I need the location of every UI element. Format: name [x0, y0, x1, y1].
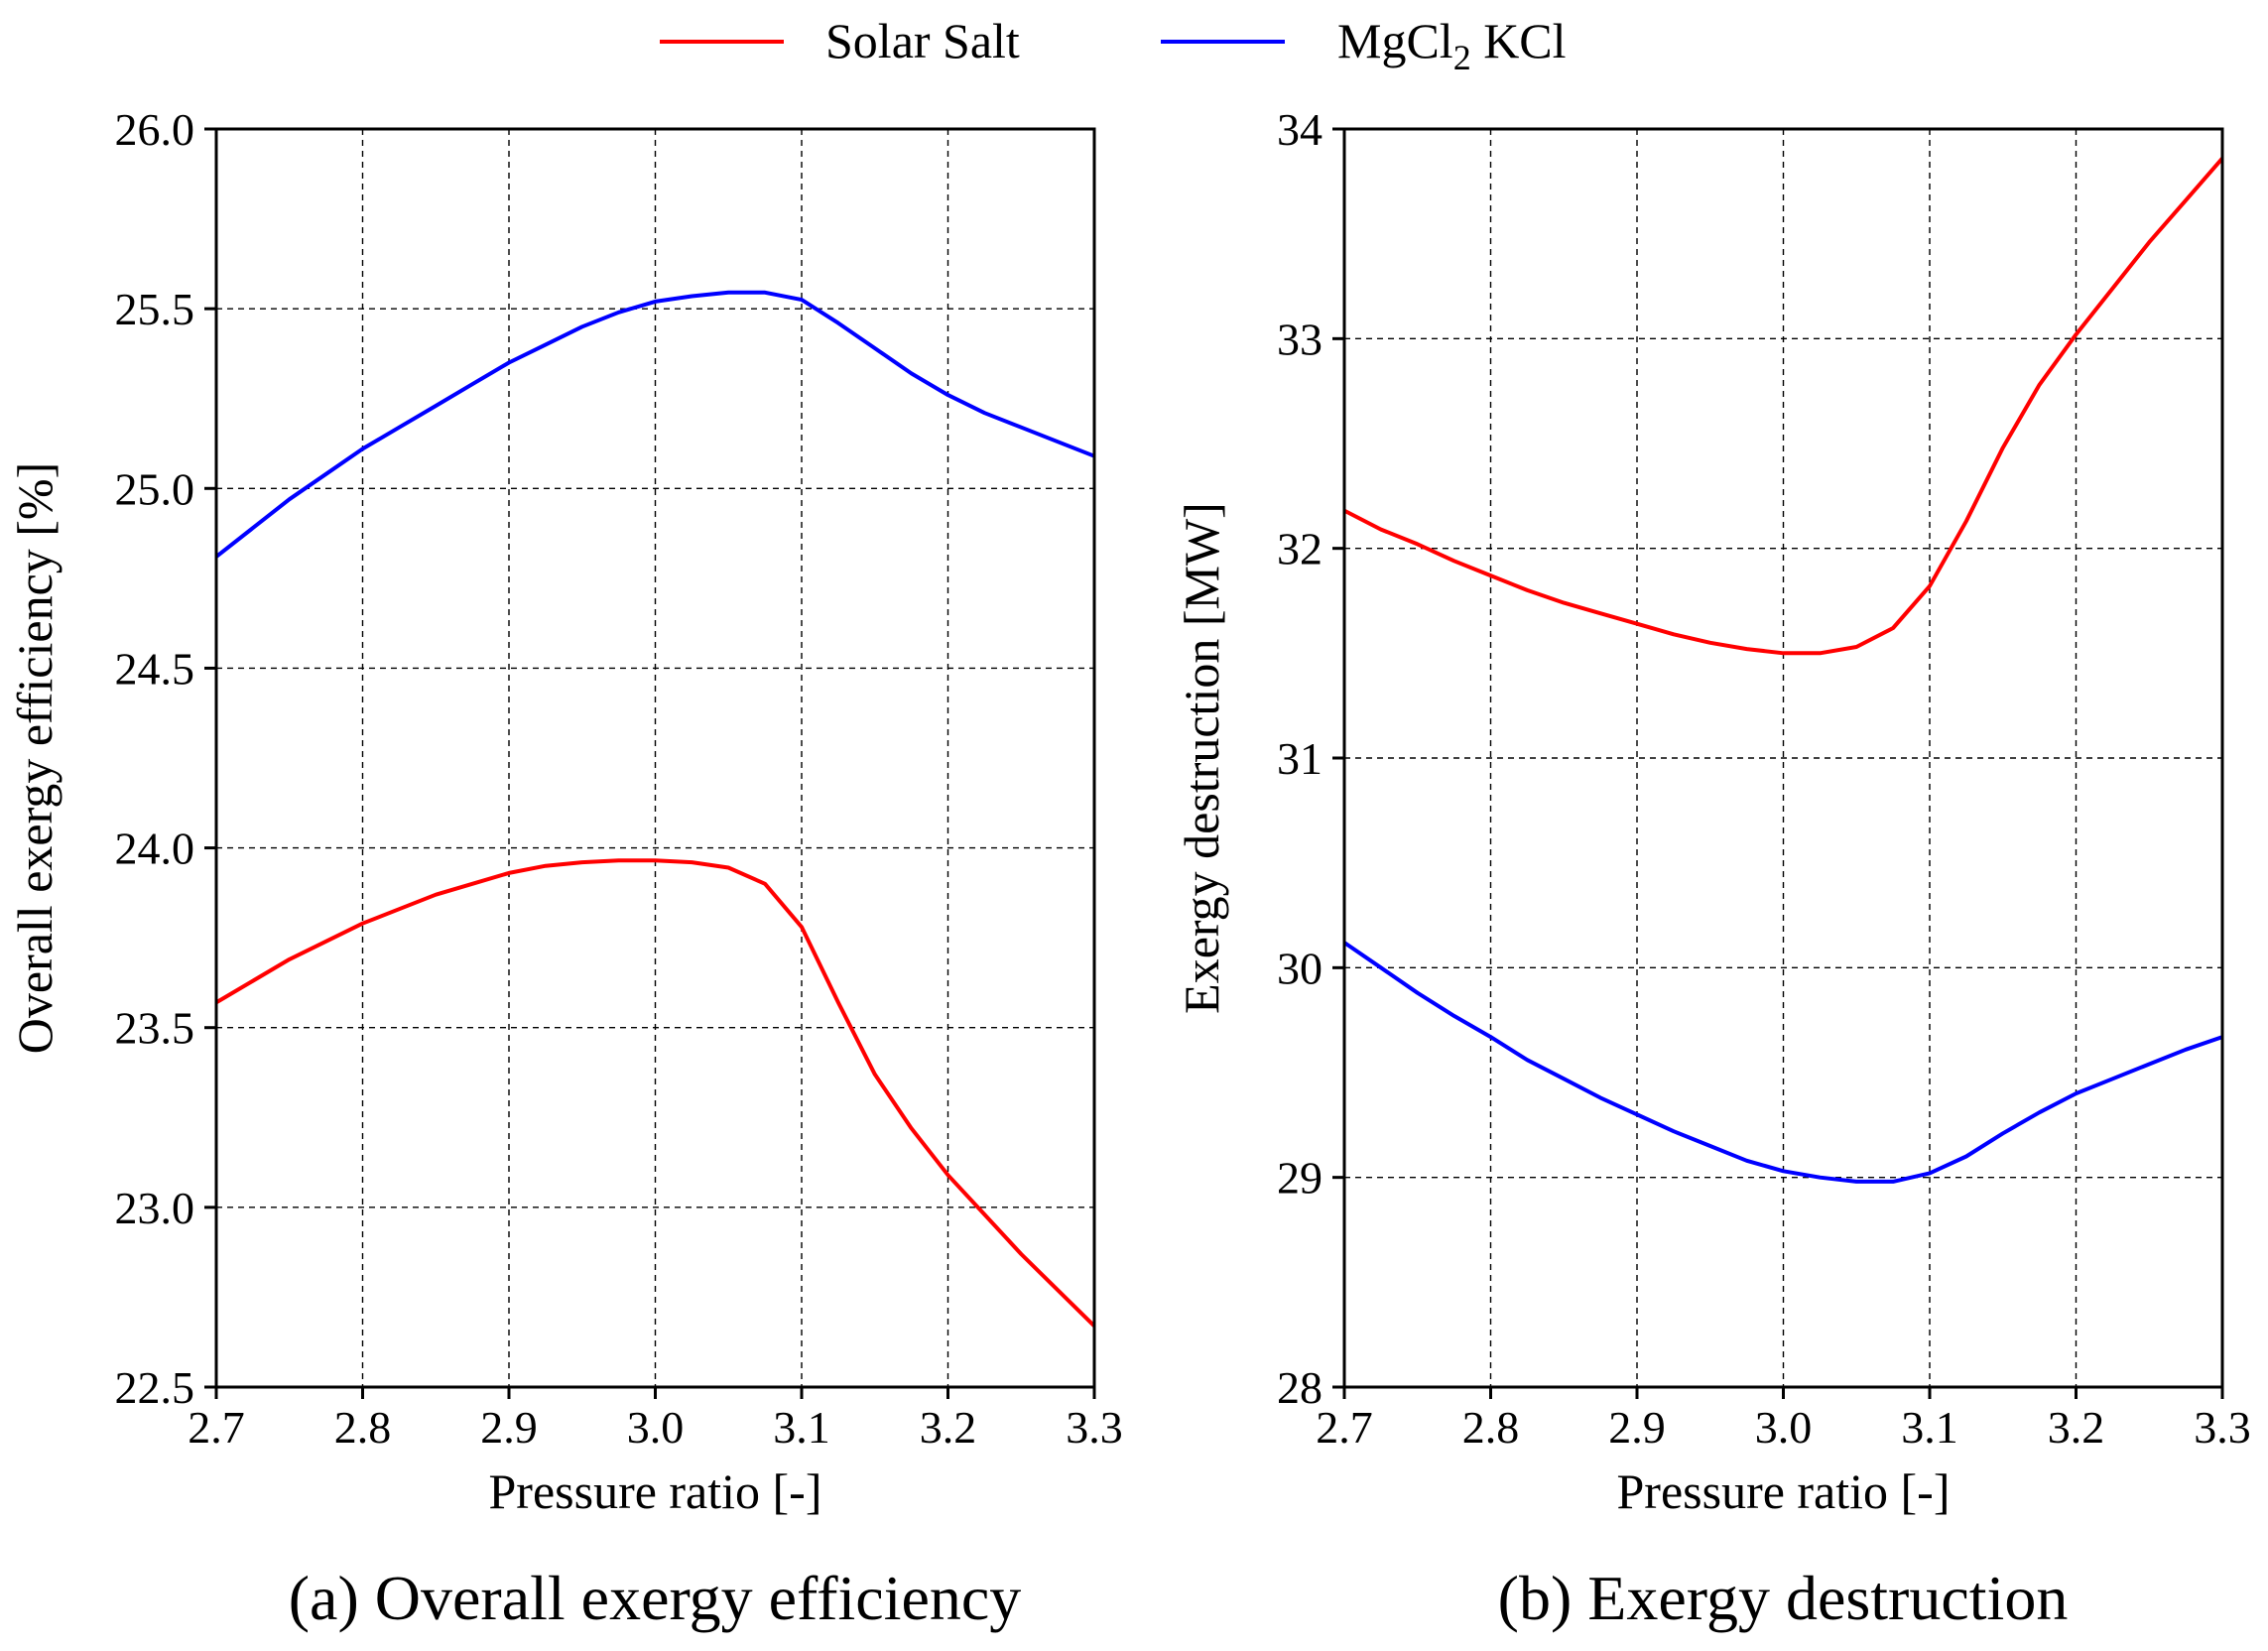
panel-b-x-axis-label: Pressure ratio [-] [1617, 1463, 1951, 1519]
panel-a-y-tick-label-23.0: 23.0 [115, 1183, 195, 1233]
panel-b-y-tick-label-34: 34 [1277, 104, 1323, 155]
panel-a-y-tick-label-25.5: 25.5 [115, 284, 195, 334]
panel-b-x-tick-label-3.1: 3.1 [1901, 1402, 1958, 1453]
panel-a-series [214, 290, 1096, 1328]
panel-b-y-tick-label-29: 29 [1277, 1153, 1323, 1204]
panel-b-x-tick-label-2.8: 2.8 [1462, 1402, 1520, 1453]
legend-label-solar-salt: Solar Salt [825, 13, 1020, 68]
legend: Solar Salt MgCl2 KCl [660, 13, 1567, 77]
panel-b-caption: (b) Exergy destruction [1498, 1563, 2069, 1633]
panel-a-series-line-mgcl2-kcl [214, 290, 1095, 559]
panel-a-y-tick-label-25.0: 25.0 [115, 463, 195, 514]
panel-a-x-tick-label-2.7: 2.7 [188, 1402, 245, 1453]
panel-a-y-tick-label-26.0: 26.0 [115, 104, 195, 155]
panel-a-y-axis-label: Overall exergy efficiency [%] [7, 462, 63, 1054]
panel-b-x-tick-label-3.3: 3.3 [2194, 1402, 2251, 1453]
panel-b-x-tick-label-3.2: 3.2 [2048, 1402, 2105, 1453]
panel-b-series [1342, 157, 2224, 1184]
legend-label-mgcl2-kcl: MgCl2 KCl [1337, 13, 1567, 77]
panel-a-ticks: 2.7 2.8 2.9 3.0 3.1 3.2 3.3 22.5 23.0 23.5 24.0 24.… [115, 104, 1123, 1453]
panel-a-y-tick-label-24.0: 24.0 [115, 824, 195, 874]
panel-a-x-axis-label: Pressure ratio [-] [489, 1463, 822, 1519]
panel-b-x-tick-label-3.0: 3.0 [1755, 1402, 1813, 1453]
panel-a-caption: (a) Overall exergy efficiency [289, 1563, 1022, 1633]
legend-label-mgcl2-suffix: KCl [1471, 13, 1567, 68]
panel-a-overall-exergy-efficiency: 2.7 2.8 2.9 3.0 3.1 3.2 3.3 22.5 23.0 23.5 24.0 24.… [7, 104, 1123, 1633]
panel-b-y-tick-label-28: 28 [1277, 1362, 1323, 1413]
panel-b-series-line-mgcl2-kcl [1342, 941, 2223, 1184]
panel-b-y-tick-label-32: 32 [1277, 524, 1323, 574]
panel-a-x-tick-label-3.1: 3.1 [773, 1402, 830, 1453]
panel-b-x-tick-label-2.9: 2.9 [1608, 1402, 1666, 1453]
panel-a-x-tick-label-2.9: 2.9 [480, 1402, 538, 1453]
panel-a-y-tick-label-24.5: 24.5 [115, 643, 195, 694]
panel-a-series-line-solar-salt [214, 858, 1096, 1328]
panel-a-x-tick-label-3.0: 3.0 [627, 1402, 685, 1453]
panel-a-y-tick-label-22.5: 22.5 [115, 1362, 195, 1413]
panel-b-ticks: 2.7 2.8 2.9 3.0 3.1 3.2 3.3 28 29 30 31 32 33 34 [1277, 104, 2251, 1453]
panel-b-series-line-solar-salt [1343, 157, 2224, 656]
panel-b-x-tick-label-2.7: 2.7 [1316, 1402, 1373, 1453]
panel-a-gridlines [215, 128, 1095, 1388]
legend-label-mgcl2-base: MgCl [1337, 13, 1453, 68]
panel-b-y-tick-label-30: 30 [1277, 943, 1323, 993]
panel-b-exergy-destruction: 2.7 2.8 2.9 3.0 3.1 3.2 3.3 28 29 30 31 32 33 34 Pres… [1174, 104, 2251, 1633]
panel-a-x-tick-label-3.2: 3.2 [920, 1402, 977, 1453]
panel-b-y-tick-label-33: 33 [1277, 314, 1323, 364]
panel-b-y-tick-label-31: 31 [1277, 733, 1323, 784]
panel-a-y-tick-label-23.5: 23.5 [115, 1003, 195, 1054]
panel-a-x-tick-label-2.8: 2.8 [334, 1402, 392, 1453]
legend-label-mgcl2-subscript: 2 [1453, 38, 1471, 77]
panel-a-x-tick-label-3.3: 3.3 [1066, 1402, 1123, 1453]
panel-b-y-axis-label: Exergy destruction [MW] [1174, 502, 1229, 1014]
